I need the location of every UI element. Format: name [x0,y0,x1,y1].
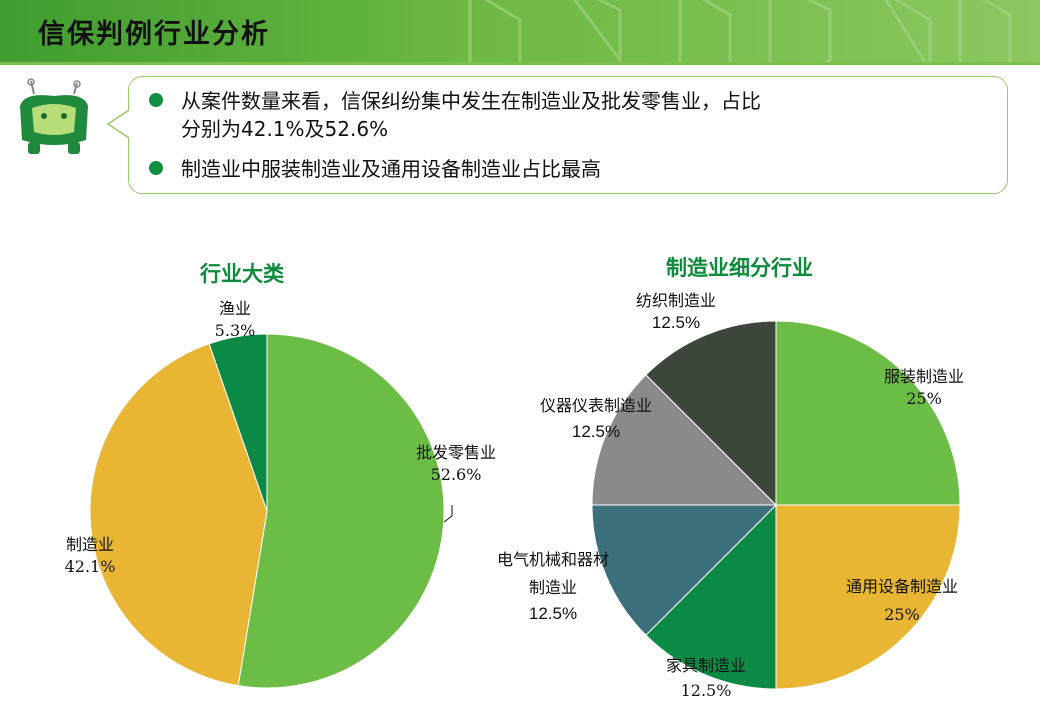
data-label: 服装制造业 25% [864,366,984,410]
pie-slice [775,504,961,690]
slice-value: 52.6% [430,465,482,484]
slice-value: 25% [906,389,942,408]
slice-label: 服装制造业 [883,367,964,386]
data-label: 通用设备制造业 25% [842,572,962,628]
data-label: 电气机械和器材制造业 12.5% [494,546,612,626]
pie-slice [645,320,777,507]
slice-value: 42.1% [64,557,116,576]
pie-slice [591,374,778,506]
bullet-item: 制造业中服装制造业及通用设备制造业占比最高 [149,155,601,183]
bullet-dot-icon [149,93,163,107]
page-title: 信保判例行业分析 [38,19,270,50]
mascot-icon [20,78,88,154]
bullet-text: 从案件数量来看，信保纠纷集中发生在制造业及批发零售业，占比 [181,89,761,113]
data-label: 渔业 5.3% [207,298,263,342]
data-label: 家具制造业 12.5% [644,652,768,702]
manufacturing-pie [591,320,961,690]
slice-label: 家具制造业 [665,656,746,675]
pie-slice [89,343,268,687]
data-label: 纺织制造业 12.5% [614,290,738,334]
pie-slice [237,333,445,689]
bullet-text: 制造业中服装制造业及通用设备制造业占比最高 [181,157,601,181]
data-label: 批发零售业 52.6% [398,442,514,486]
slice-value: 12.5% [651,313,701,332]
slice-label: 电气机械和器材制造业 [496,550,609,597]
industry-pie [89,333,445,689]
summary-callout: 从案件数量来看，信保纠纷集中发生在制造业及批发零售业，占比 分别为42.1%及5… [128,76,1008,194]
slice-label: 仪器仪表制造业 [539,396,652,415]
pie-slice [208,333,268,512]
bullet-dot-icon [149,161,163,175]
slice-value: 25% [884,605,920,624]
slice-value: 5.3% [214,321,256,340]
slice-label: 批发零售业 [415,443,496,462]
bullet-text-continued: 分别为42.1%及52.6% [181,117,389,141]
slice-value: 12.5% [680,681,732,700]
pie-slice [775,320,961,506]
slice-label: 通用设备制造业 [845,577,958,596]
leader-line [443,505,453,523]
pie-slice [645,503,777,690]
slice-value: 12.5% [528,604,578,623]
chart-title-manufacturing: 制造业细分行业 [666,255,813,280]
title-bar: 信保判例行业分析 [0,0,1040,62]
pie-slice [591,504,778,636]
bullet-item: 从案件数量来看，信保纠纷集中发生在制造业及批发零售业，占比 分别为42.1%及5… [149,87,761,143]
chart-title-industry: 行业大类 [200,261,284,286]
slice-label: 纺织制造业 [635,291,716,310]
header-divider [0,62,1040,65]
slice-label: 渔业 [218,299,251,318]
header-pattern [468,0,1012,62]
data-label: 制造业 42.1% [50,534,130,578]
slice-label: 制造业 [65,535,114,554]
slice-value: 12.5% [571,422,621,441]
data-label: 仪器仪表制造业 12.5% [538,392,654,444]
